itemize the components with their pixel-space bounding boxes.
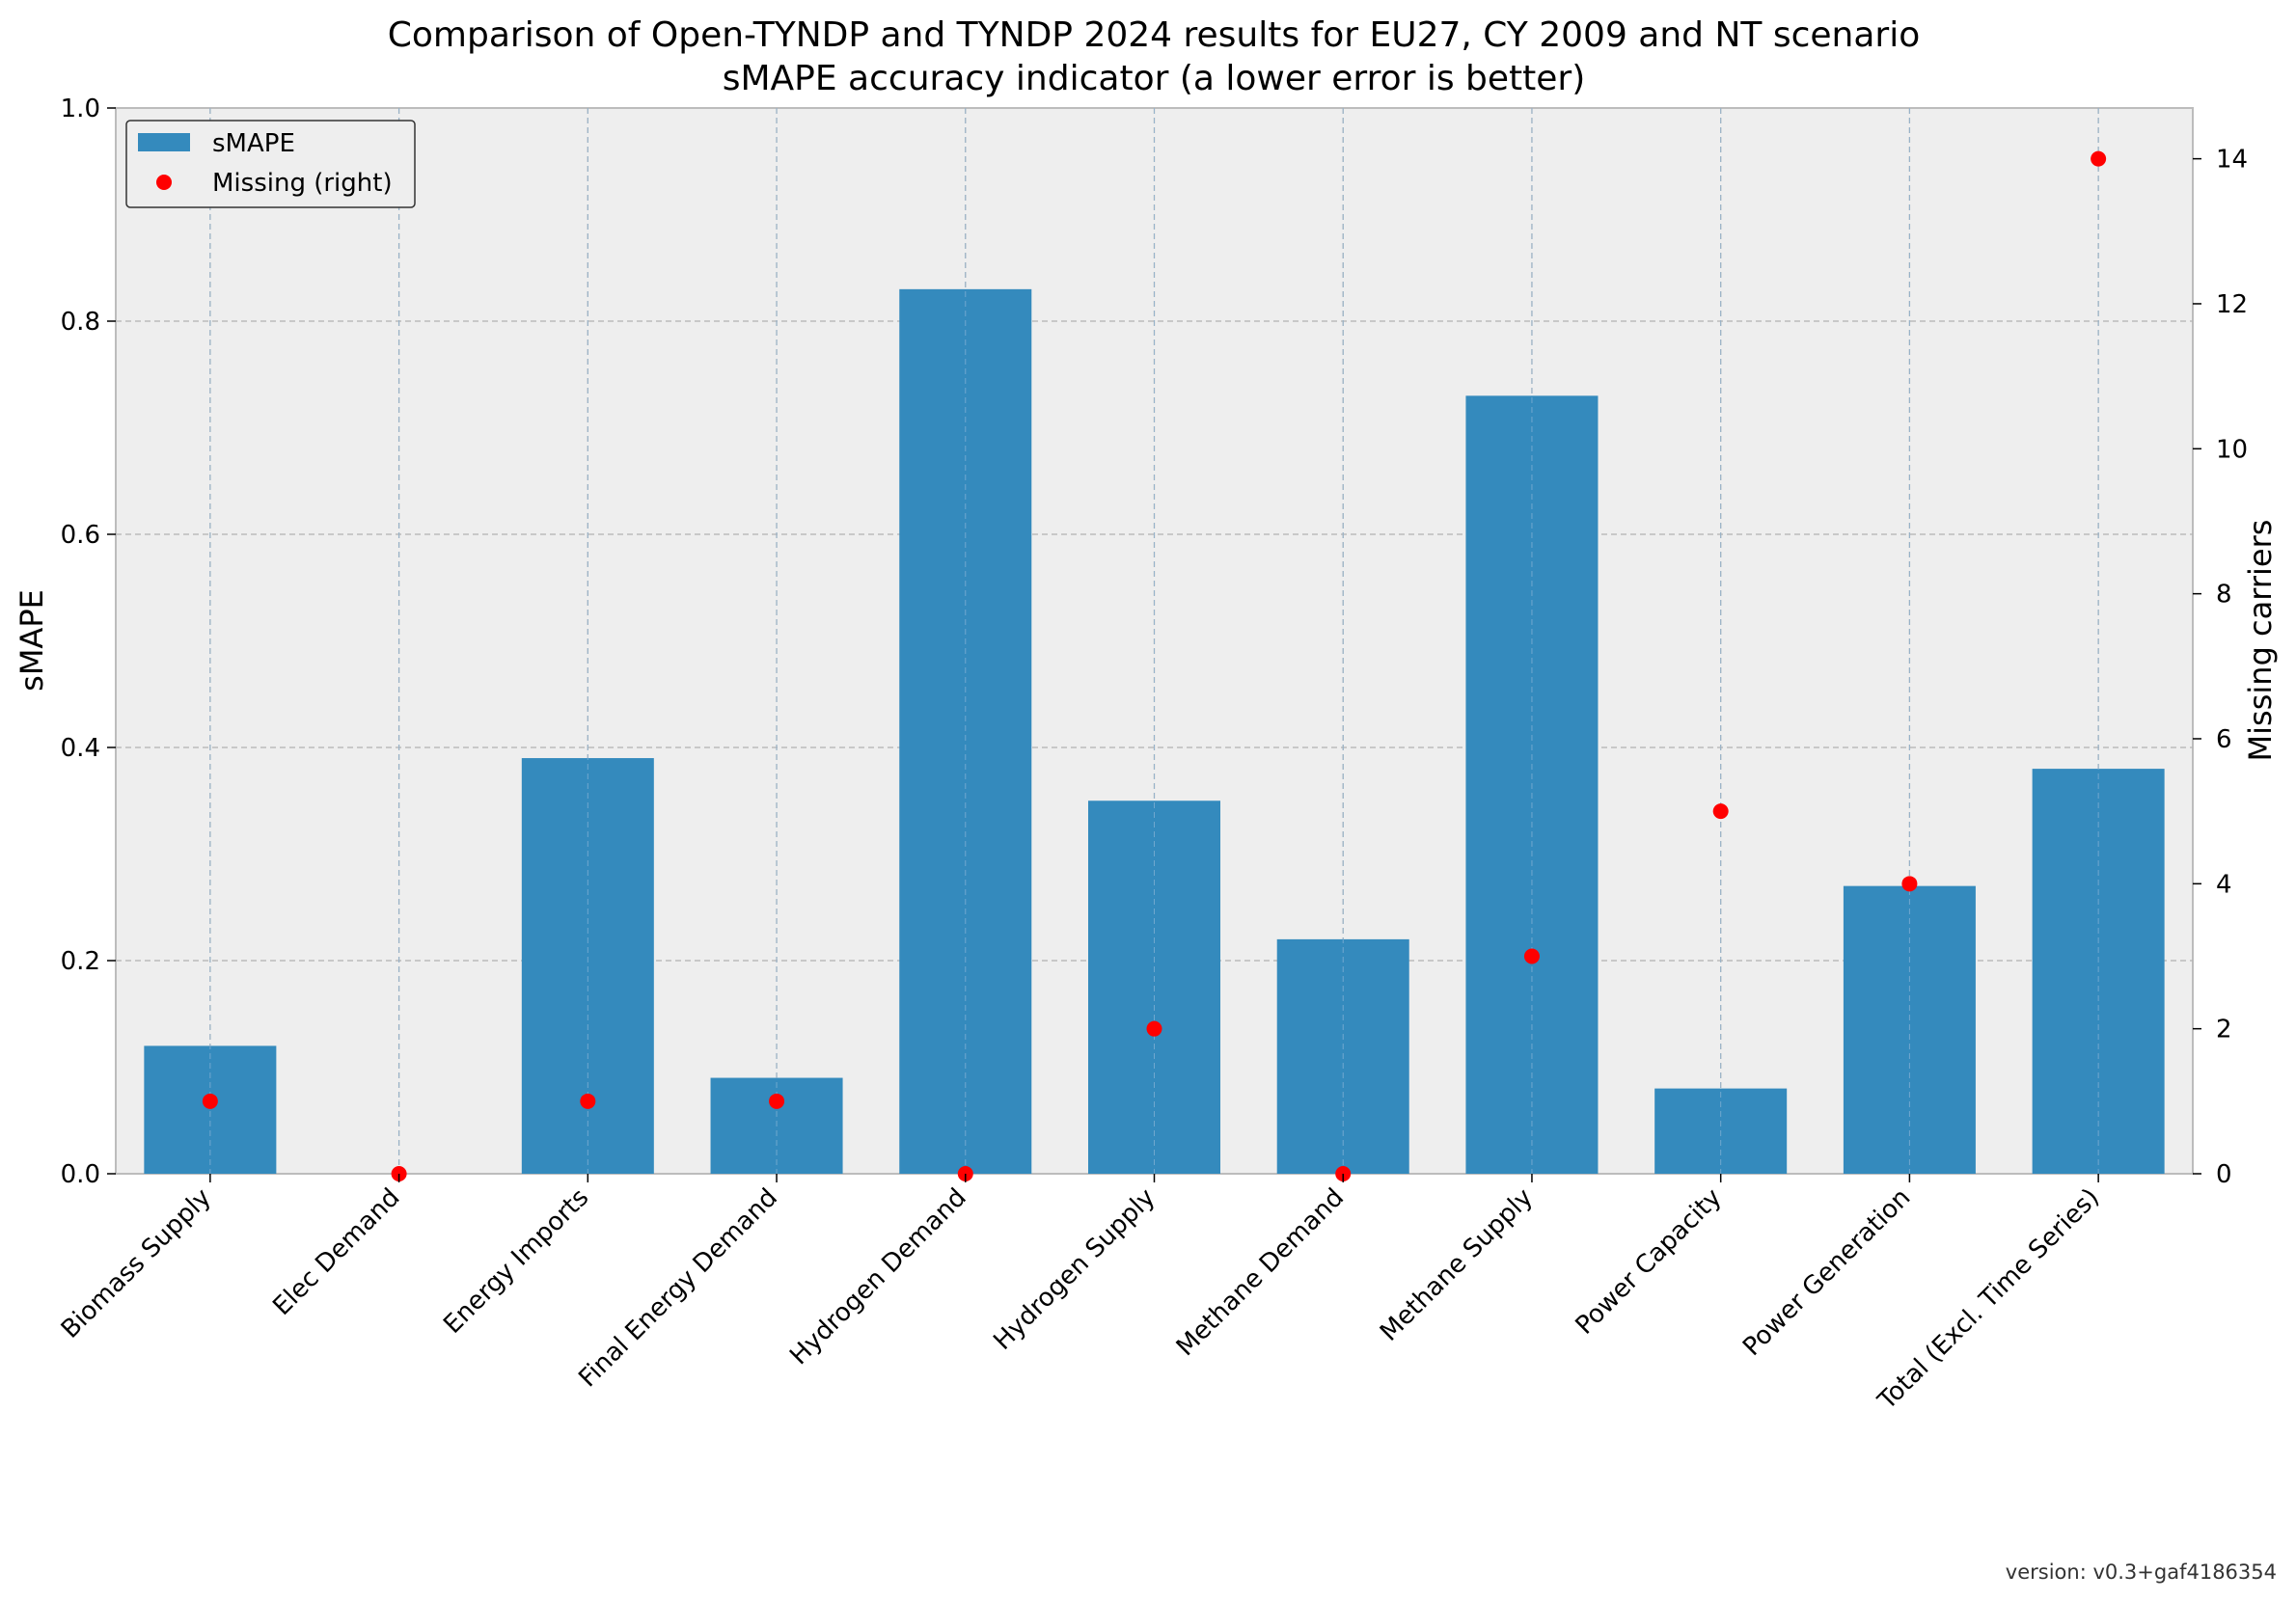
y2-tick-label: 10 xyxy=(2216,435,2248,464)
chart-title: Comparison of Open-TYNDP and TYNDP 2024 … xyxy=(388,15,1920,55)
y2-tick-label: 8 xyxy=(2216,581,2232,610)
point-missing xyxy=(2091,150,2107,167)
y-tick-label: 0.2 xyxy=(61,947,100,976)
y2-axis-label: Missing carriers xyxy=(2242,520,2279,762)
y-tick-label: 0.6 xyxy=(61,521,100,550)
x-tick-label: Hydrogen Demand xyxy=(784,1183,971,1370)
y2-tick-label: 4 xyxy=(2216,870,2232,899)
legend-swatch-smape xyxy=(138,133,190,151)
version-label: version: v0.3+gaf4186354 xyxy=(2006,1560,2277,1584)
x-tick-label: Hydrogen Supply xyxy=(988,1183,1161,1356)
point-missing xyxy=(769,1093,785,1109)
y2-tick-label: 14 xyxy=(2216,146,2248,175)
x-tick-label: Biomass Supply xyxy=(56,1183,217,1344)
y-axis-label: sMAPE xyxy=(14,589,50,692)
y-tick-label: 1.0 xyxy=(61,95,100,123)
x-tick-label: Energy Imports xyxy=(438,1183,594,1340)
point-missing xyxy=(202,1093,218,1109)
x-tick-label: Elec Demand xyxy=(267,1183,405,1321)
y-tick-label: 0.0 xyxy=(61,1160,100,1189)
x-tick-label: Methane Demand xyxy=(1171,1183,1350,1362)
x-tick-label: Total (Excl. Time Series) xyxy=(1872,1183,2105,1416)
point-missing xyxy=(1901,876,1918,892)
y2-tick-label: 6 xyxy=(2216,725,2232,754)
y2-tick-label: 2 xyxy=(2216,1016,2232,1045)
y-tick-label: 0.4 xyxy=(61,734,100,763)
y-tick-label: 0.8 xyxy=(61,308,100,337)
x-tick-label: Methane Supply xyxy=(1375,1183,1539,1347)
point-missing xyxy=(580,1093,596,1109)
y2-tick-label: 0 xyxy=(2216,1160,2232,1189)
x-tick-label: Power Generation xyxy=(1737,1183,1916,1362)
legend-swatch-missing xyxy=(156,175,172,190)
y2-tick-label: 12 xyxy=(2216,290,2248,319)
point-missing xyxy=(1712,803,1729,820)
y-axis-left: 0.0 0.2 0.4 0.6 0.8 1.0 xyxy=(61,95,116,1189)
y-axis-right: 0 2 4 6 8 10 12 14 xyxy=(2193,146,2248,1189)
chart-subtitle: sMAPE accuracy indicator (a lower error … xyxy=(723,59,1586,98)
points xyxy=(202,150,2107,1181)
point-missing xyxy=(1523,948,1540,964)
legend-label-missing: Missing (right) xyxy=(212,169,393,198)
point-missing xyxy=(1146,1020,1162,1037)
bars xyxy=(144,108,2165,1175)
legend-label-smape: sMAPE xyxy=(212,129,295,158)
x-axis: Biomass Supply Elec Demand Energy ImportsF… xyxy=(56,1174,2105,1416)
x-tick-label: Power Capacity xyxy=(1571,1183,1728,1341)
x-tick-label: Final Energy Demand xyxy=(573,1183,783,1394)
legend-box xyxy=(125,120,416,208)
legend: sMAPE Missing (right) xyxy=(125,120,416,208)
